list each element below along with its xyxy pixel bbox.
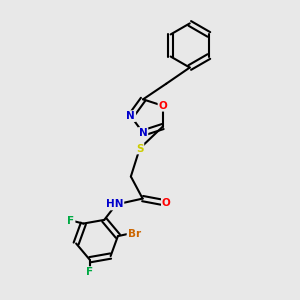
Text: F: F <box>86 267 93 277</box>
Text: N: N <box>139 128 147 138</box>
Text: N: N <box>127 111 135 121</box>
Text: S: S <box>136 143 143 154</box>
Text: HN: HN <box>106 200 123 209</box>
Text: O: O <box>158 101 167 111</box>
Text: O: O <box>162 198 171 208</box>
Text: Br: Br <box>128 229 141 239</box>
Text: F: F <box>68 216 75 226</box>
